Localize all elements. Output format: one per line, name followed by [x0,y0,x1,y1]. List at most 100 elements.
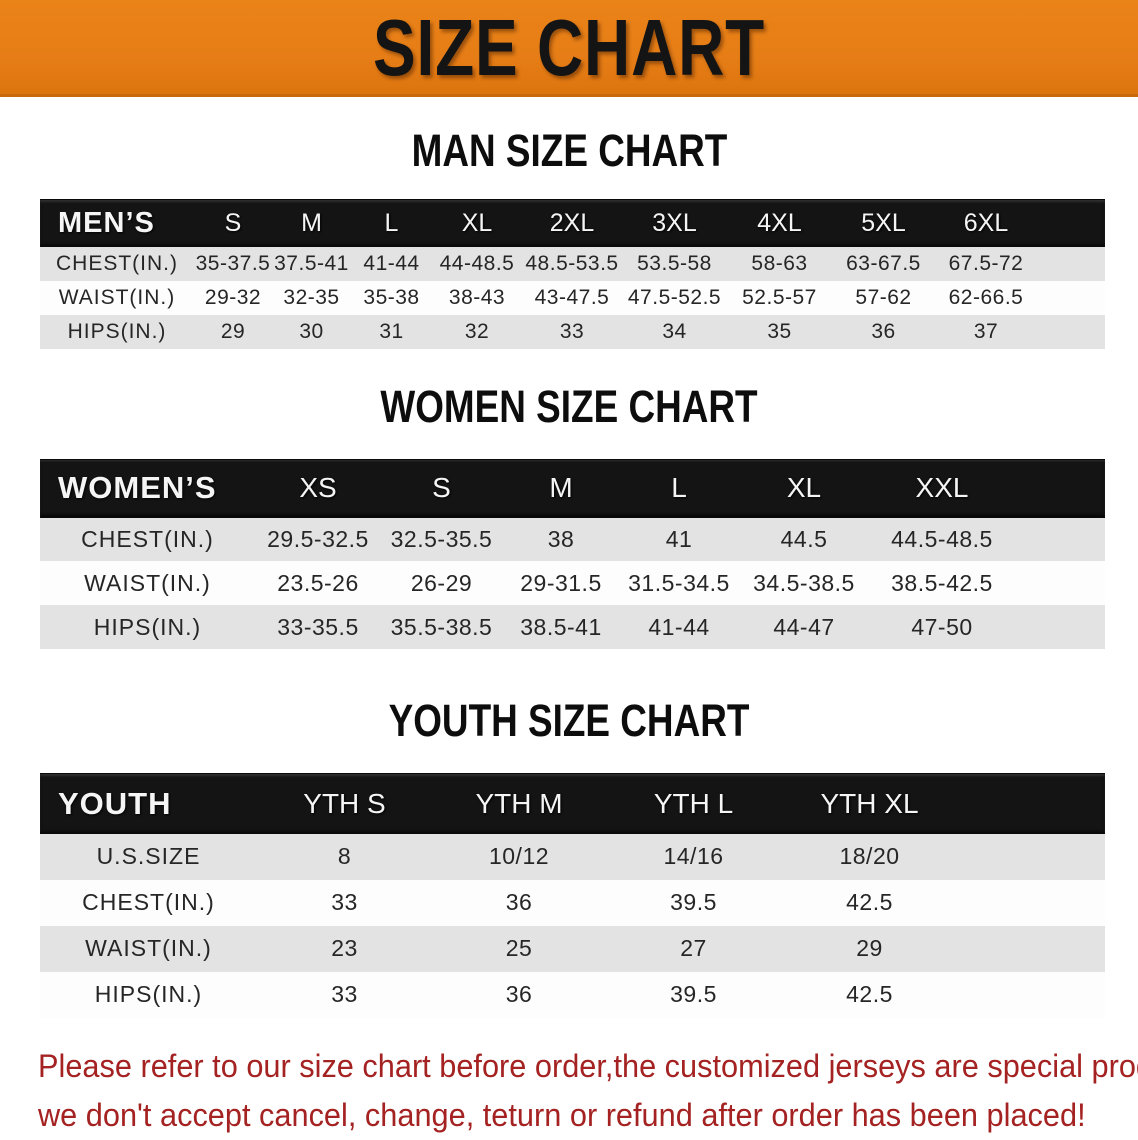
cell-value: 10/12 [488,843,550,870]
disclaimer: Please refer to our size chart before or… [0,1042,1138,1140]
size-column-header: XXL [870,458,1014,518]
size-column-header: S [194,199,272,247]
cell-value: 32 [464,319,490,343]
header-filler-cell [1014,458,1105,518]
cell-value: 35 [767,319,792,343]
women-size-table: WOMEN’S XS S M L XL XXL CHEST(IN.) 29.5-32.5 32.5… [40,458,1105,649]
cell-value: 31.5-34.5 [628,569,730,596]
table-row: WAIST(IN.) 29-32 32-35 35-38 38-43 43-47.5 47.… [40,280,1105,315]
size-table-header-row: YOUTH YTH S YTH M YTH L YTH XL [40,773,1105,834]
row-filler-cell [958,926,1105,972]
size-column-header: XL [738,458,870,518]
cell-value: 25 [505,935,533,961]
cell-value: 35-38 [363,285,420,309]
youth-size-table: YOUTH YTH S YTH M YTH L YTH XL U.S.SIZE 8 10/12… [40,773,1105,1018]
size-column-header: S [381,458,502,518]
size-column-header: YTH M [432,773,606,834]
cell-value: 41-44 [648,613,710,640]
size-table-header-row: MEN’S S M L XL 2XL 3XL 4XL 5XL 6XL [40,199,1105,247]
table-row: CHEST(IN.) 29.5-32.5 32.5-35.5 38 41 44.5 44.5… [40,517,1105,561]
cell-value: 8 [337,843,352,870]
row-label: HIPS(IN.) [67,319,167,343]
size-table-header-row: WOMEN’S XS S M L XL XXL [40,458,1105,518]
cell-value: 39.5 [670,981,717,1007]
cell-value: 38-43 [448,285,506,309]
row-filler-cell [1014,517,1105,561]
table-row: WAIST(IN.) 23.5-26 26-29 29-31.5 31.5-34.5 34… [40,561,1105,605]
cell-value: 29 [220,319,246,343]
cell-value: 37 [973,319,999,343]
cell-value: 29 [856,935,883,961]
cell-value: 36 [505,889,533,915]
cell-value: 32-35 [283,285,340,309]
row-filler-cell [958,834,1105,880]
table-header-label: YOUTH [40,773,257,834]
size-column-header: L [620,458,738,518]
cell-value: 47.5-52.5 [627,285,722,309]
row-label: U.S.SIZE [96,843,201,870]
cell-value: 29-31.5 [520,569,602,596]
cell-value: 36 [505,981,533,1007]
youth-section-title: YOUTH SIZE CHART [0,697,1138,745]
table-row: CHEST(IN.) 33 36 39.5 42.5 [40,879,1105,926]
cell-value: 37.5-41 [274,251,349,275]
men-size-table: MEN’S S M L XL 2XL 3XL 4XL 5XL 6XL CHEST(IN.) 35-37… [40,199,1105,349]
cell-value: 42.5 [846,981,893,1007]
women-section-title-text: WOMEN SIZE CHART [380,380,758,432]
cell-value: 36 [871,319,896,343]
man-section-title: MAN SIZE CHART [0,127,1138,175]
cell-value: 18/20 [839,843,900,870]
cell-value: 38.5-42.5 [891,569,993,596]
size-column-header: YTH XL [781,773,958,834]
row-label: WAIST(IN.) [58,285,176,309]
row-filler-cell [1014,561,1105,605]
cell-value: 44.5-48.5 [891,525,993,552]
row-filler-cell [1014,605,1105,649]
size-chart-banner: SIZE CHART [0,0,1138,97]
banner-title: SIZE CHART [373,2,765,92]
cell-value: 44.5 [780,525,828,552]
row-label: CHEST(IN.) [82,889,215,915]
size-column-header: 2XL [522,199,622,247]
size-column-header: 4XL [727,199,832,247]
size-column-header: XS [255,458,381,518]
cell-value: 32.5-35.5 [390,525,493,552]
cell-value: 63-67.5 [846,251,921,275]
cell-value: 29-32 [204,285,262,309]
cell-value: 33 [331,981,358,1007]
cell-value: 47-50 [911,613,973,640]
row-filler-cell [958,972,1105,1018]
cell-value: 31 [379,319,404,343]
youth-section-title-text: YOUTH SIZE CHART [388,695,750,746]
row-label: WAIST(IN.) [84,569,211,596]
women-section-title: WOMEN SIZE CHART [0,380,1138,432]
row-label: CHEST(IN.) [81,525,214,552]
table-row: U.S.SIZE 8 10/12 14/16 18/20 [40,833,1105,880]
cell-value: 57-62 [855,285,912,309]
size-column-header: M [272,199,351,247]
size-column-header: 5XL [832,199,935,247]
cell-value: 23 [331,935,358,961]
size-column-header: YTH S [257,773,432,834]
table-row: WAIST(IN.) 23 25 27 29 [40,925,1105,972]
row-label: CHEST(IN.) [56,251,178,275]
table-row: CHEST(IN.) 35-37.5 37.5-41 41-44 44-48.5 48.5… [40,246,1105,281]
cell-value: 62-66.5 [948,285,1024,309]
row-filler-cell [1037,315,1105,349]
size-column-header: XL [432,199,522,247]
cell-value: 34 [662,319,687,343]
cell-value: 38 [547,525,575,552]
table-header-label: MEN’S [40,199,194,247]
cell-value: 35.5-38.5 [390,613,493,640]
cell-value: 53.5-58 [637,251,712,275]
cell-value: 27 [680,935,707,961]
disclaimer-line-1: Please refer to our size chart before or… [38,1047,1138,1084]
size-column-header: YTH L [606,773,781,834]
cell-value: 30 [299,319,324,343]
cell-value: 52.5-57 [742,285,817,309]
size-column-header: 3XL [622,199,727,247]
cell-value: 23.5-26 [277,569,359,596]
cell-value: 33 [331,889,358,915]
size-column-header: L [351,199,432,247]
cell-value: 41-44 [363,251,420,275]
